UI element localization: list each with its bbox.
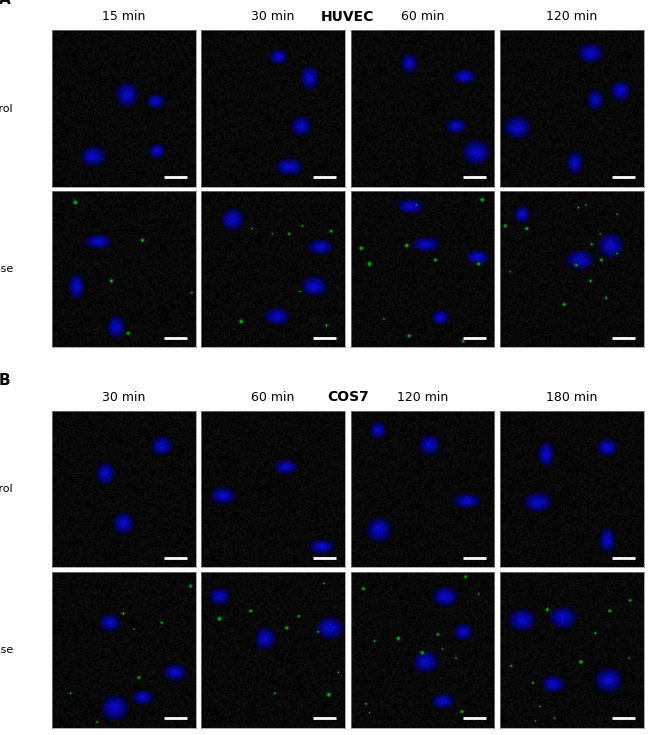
Text: B: B [0, 373, 10, 388]
Text: 180 min: 180 min [546, 391, 597, 404]
Text: 30 min: 30 min [102, 391, 146, 404]
Y-axis label: SMase: SMase [0, 645, 13, 655]
Text: 120 min: 120 min [546, 10, 597, 24]
Text: 60 min: 60 min [400, 10, 444, 24]
Text: COS7: COS7 [327, 390, 369, 404]
Text: 15 min: 15 min [102, 10, 146, 24]
Y-axis label: control: control [0, 484, 13, 494]
Text: 60 min: 60 min [252, 391, 295, 404]
Text: A: A [0, 0, 10, 7]
Y-axis label: control: control [0, 104, 13, 113]
Text: 30 min: 30 min [252, 10, 295, 24]
Text: 120 min: 120 min [396, 391, 448, 404]
Text: HUVEC: HUVEC [321, 10, 374, 24]
Y-axis label: SMase: SMase [0, 264, 13, 274]
